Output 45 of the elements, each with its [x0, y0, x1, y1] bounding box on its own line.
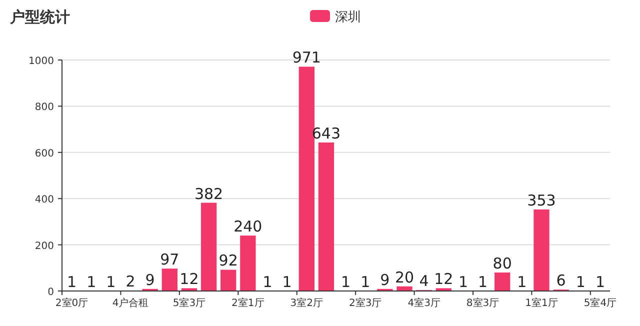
data-label: 12 — [434, 270, 454, 288]
data-label: 80 — [492, 254, 512, 273]
data-label: 1 — [106, 272, 116, 291]
data-label: 1 — [67, 272, 77, 291]
x-tick-label: 1室1厅 — [525, 297, 558, 309]
data-label: 1 — [360, 272, 370, 291]
x-tick-label: 2室0厅 — [55, 297, 88, 309]
y-tick-label: 200 — [34, 240, 54, 252]
data-label: 382 — [194, 184, 224, 203]
data-label: 1 — [478, 272, 488, 291]
data-label: 1 — [458, 272, 468, 291]
data-label: 353 — [527, 191, 556, 210]
data-label: 1 — [341, 272, 351, 291]
x-tick-label: 5室4厅 — [584, 297, 617, 309]
data-label: 1 — [517, 272, 527, 291]
chart-title: 户型统计 — [9, 8, 70, 26]
data-label: 92 — [218, 252, 238, 270]
data-label: 1 — [595, 272, 605, 291]
data-label: 1 — [86, 272, 96, 291]
x-tick-label: 3室2厅 — [290, 297, 324, 309]
data-label: 1 — [282, 272, 292, 291]
data-label: 971 — [292, 48, 321, 67]
data-label: 12 — [180, 270, 199, 288]
data-label: 20 — [394, 268, 414, 286]
y-tick-label: 1000 — [28, 56, 54, 67]
x-tick-label: 4室3厅 — [408, 297, 440, 309]
data-label: 4 — [419, 272, 429, 290]
data-label: 1 — [262, 272, 272, 291]
y-tick-label: 600 — [34, 148, 54, 160]
x-tick-label: 5室3厅 — [172, 297, 206, 309]
data-label: 97 — [160, 250, 180, 269]
legend-label: 深圳 — [335, 10, 361, 25]
data-label: 9 — [380, 270, 390, 289]
y-tick-label: 400 — [34, 194, 54, 206]
x-tick-label: 4户合租 — [112, 297, 149, 309]
y-tick-label: 800 — [34, 102, 54, 114]
data-label: 1 — [576, 272, 586, 291]
x-tick-label: 2室3厅 — [348, 297, 382, 309]
data-label: 6 — [556, 272, 566, 290]
data-label: 240 — [234, 218, 262, 236]
x-tick-label: 2室1厅 — [232, 297, 264, 309]
x-tick-label: 8室3厅 — [466, 297, 500, 309]
y-tick-label: 0 — [48, 287, 54, 298]
data-label: 9 — [145, 270, 155, 289]
data-label: 2 — [126, 272, 136, 291]
